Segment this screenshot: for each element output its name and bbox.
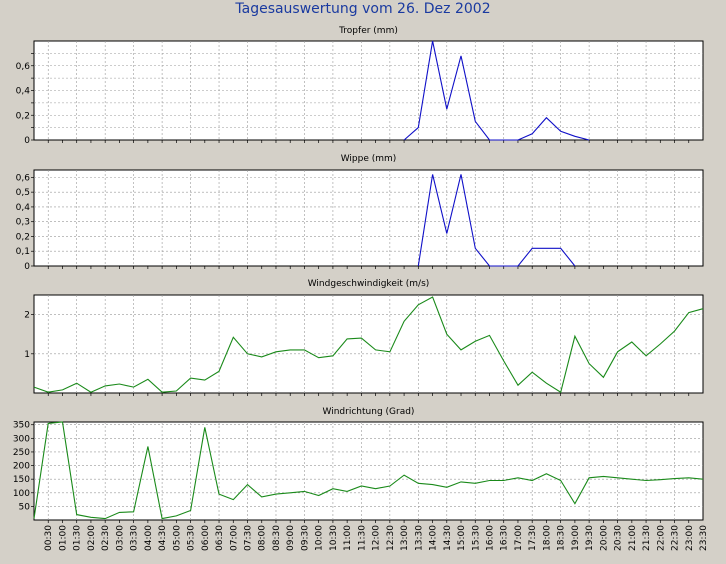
y-tick-label: 0,6 xyxy=(16,62,31,72)
y-tick-label: 0 xyxy=(24,136,30,146)
x-tick-label: 00:30 xyxy=(44,525,54,551)
y-tick-label: 0,1 xyxy=(16,247,30,257)
x-tick-label: 11:30 xyxy=(357,525,367,551)
y-tick-label: 150 xyxy=(13,475,30,485)
x-tick-label: 11:00 xyxy=(343,525,353,551)
y-tick-label: 0,2 xyxy=(16,232,30,242)
x-tick-label: 04:00 xyxy=(144,525,154,551)
chart-panel-1: 0 0,2 0,4 0,6 Tropfer (mm) xyxy=(16,26,704,146)
x-tick-label: 15:30 xyxy=(471,525,481,551)
x-tick-label: 23:30 xyxy=(699,525,709,551)
x-tick-label: 08:30 xyxy=(272,525,282,551)
x-tick-label: 20:30 xyxy=(614,525,624,551)
y-tick-label: 0,5 xyxy=(16,188,30,198)
x-tick-label: 13:00 xyxy=(400,525,410,551)
x-tick-label: 05:00 xyxy=(172,525,182,551)
x-tick-label: 23:00 xyxy=(685,525,695,551)
x-tick-label: 18:00 xyxy=(542,525,552,551)
page-title: Tagesauswertung vom 26. Dez 2002 xyxy=(235,1,491,17)
x-tick-label: 22:00 xyxy=(656,525,666,551)
y-tick-label: 50 xyxy=(19,502,31,512)
series-line xyxy=(33,296,704,394)
panel-title: Wippe (mm) xyxy=(341,154,397,164)
x-tick-label: 19:00 xyxy=(571,525,581,551)
x-tick-label: 09:30 xyxy=(300,525,310,551)
x-tick-label: 21:30 xyxy=(642,525,652,551)
y-tick-label: 0,2 xyxy=(16,111,30,121)
x-tick-label: 09:00 xyxy=(286,525,296,551)
x-tick-label: 05:30 xyxy=(187,525,197,551)
x-tick-label: 01:00 xyxy=(59,525,69,551)
x-tick-label: 10:00 xyxy=(315,525,325,551)
x-tick-label: 16:00 xyxy=(486,525,496,551)
x-tick-label: 02:00 xyxy=(87,525,97,551)
y-tick-label: 0,4 xyxy=(16,87,31,97)
plot-area xyxy=(33,169,704,267)
series-line xyxy=(403,40,590,141)
x-tick-label: 17:00 xyxy=(514,525,524,551)
series-line xyxy=(417,174,576,267)
y-tick-label: 0,6 xyxy=(16,173,31,183)
x-tick-label: 18:30 xyxy=(557,525,567,551)
x-tick-label: 04:30 xyxy=(158,525,168,551)
x-tick-label: 20:00 xyxy=(599,525,609,551)
series-line xyxy=(33,421,704,520)
y-tick-label: 100 xyxy=(13,489,30,499)
y-tick-label: 1 xyxy=(24,350,30,360)
x-tick-label: 16:30 xyxy=(500,525,510,551)
y-tick-label: 200 xyxy=(13,462,30,472)
x-tick-label: 15:00 xyxy=(457,525,467,551)
x-tick-label: 12:30 xyxy=(386,525,396,551)
x-tick-label: 02:30 xyxy=(101,525,111,551)
x-tick-label: 13:30 xyxy=(414,525,424,551)
x-tick-label: 03:00 xyxy=(115,525,125,551)
plot-area xyxy=(33,421,704,521)
x-tick-label: 12:00 xyxy=(372,525,382,551)
x-tick-label: 19:30 xyxy=(585,525,595,551)
x-tick-label: 14:00 xyxy=(429,525,439,551)
x-tick-label: 07:00 xyxy=(229,525,239,551)
x-tick-label: 21:00 xyxy=(628,525,638,551)
y-tick-label: 250 xyxy=(13,448,30,458)
y-tick-label: 350 xyxy=(13,421,30,431)
panel-title: Windrichtung (Grad) xyxy=(323,407,415,417)
x-tick-label: 03:30 xyxy=(130,525,140,551)
y-tick-label: 2 xyxy=(24,311,30,321)
y-tick-label: 0 xyxy=(24,262,30,272)
x-tick-label: 08:00 xyxy=(258,525,268,551)
y-tick-label: 0,3 xyxy=(16,218,30,228)
chart-panel-4: 50 100 150 200 250 300 350 Windrichtung (Grad) 0… xyxy=(13,407,709,551)
x-tick-label: 14:30 xyxy=(443,525,453,551)
x-tick-label: 22:30 xyxy=(671,525,681,551)
x-tick-label: 07:30 xyxy=(244,525,254,551)
x-tick-label: 06:00 xyxy=(201,525,211,551)
y-tick-label: 0,4 xyxy=(16,203,31,213)
y-tick-label: 300 xyxy=(13,434,30,444)
x-tick-label: 17:30 xyxy=(528,525,538,551)
panel-title: Tropfer (mm) xyxy=(338,26,398,36)
chart-panel-3: 1 2 Windgeschwindigkeit (m/s) xyxy=(24,279,704,396)
chart-panel-2: 0 0,1 0,2 0,3 0,4 0,5 0,6 Wippe (mm) xyxy=(16,154,704,272)
x-tick-label: 06:30 xyxy=(215,525,225,551)
x-tick-label: 01:30 xyxy=(73,525,83,551)
x-tick-label: 10:30 xyxy=(329,525,339,551)
panel-title: Windgeschwindigkeit (m/s) xyxy=(308,279,430,289)
